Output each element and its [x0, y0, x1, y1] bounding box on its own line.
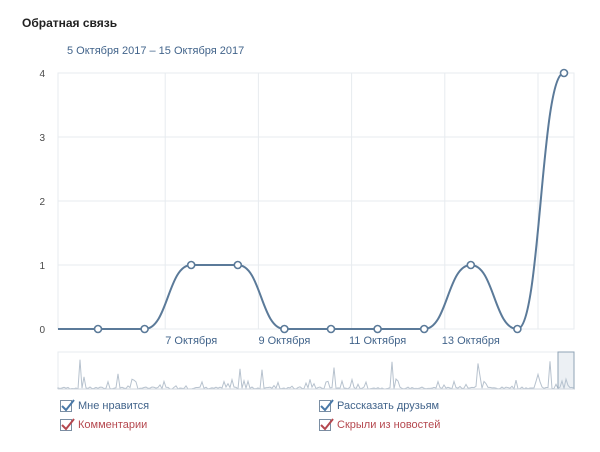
- x-tick-label: 9 Октября: [258, 335, 310, 347]
- x-tick-label: 11 Октября: [349, 335, 406, 347]
- section-title: Обратная связь: [22, 16, 118, 30]
- legend-item-share[interactable]: Рассказать друзьям: [319, 399, 440, 412]
- range-navigator[interactable]: [57, 351, 575, 391]
- grid: [57, 72, 575, 330]
- data-point[interactable]: [186, 260, 196, 270]
- y-tick-label: 3: [39, 133, 45, 144]
- data-points[interactable]: [93, 68, 569, 334]
- checkbox-comments[interactable]: [60, 418, 75, 431]
- check-icon: [61, 399, 75, 412]
- check-icon: [320, 418, 334, 431]
- y-tick-label: 2: [39, 197, 45, 208]
- data-point[interactable]: [280, 324, 289, 334]
- x-tick-label: 13 Октября: [442, 335, 500, 347]
- check-icon: [61, 418, 75, 431]
- y-tick-label: 0: [39, 325, 45, 336]
- checkbox-share[interactable]: [319, 399, 334, 412]
- data-point[interactable]: [326, 324, 336, 334]
- date-range[interactable]: 5 Октября 2017 – 15 Октября 2017: [67, 45, 245, 57]
- legend-label-comments: Комментарии: [78, 419, 148, 431]
- legend-item-likes[interactable]: Мне нравится: [60, 399, 150, 412]
- navigator-selection[interactable]: [557, 351, 575, 390]
- legend-item-comments[interactable]: Комментарии: [60, 418, 148, 431]
- checkbox-likes[interactable]: [60, 399, 75, 412]
- y-tick-label: 1: [39, 261, 45, 272]
- legend-label-likes: Мне нравится: [78, 400, 150, 412]
- legend-label-share: Рассказать друзьям: [337, 400, 440, 412]
- data-point[interactable]: [373, 324, 382, 334]
- data-point[interactable]: [513, 324, 522, 334]
- checkbox-hidden[interactable]: [319, 418, 334, 431]
- legend-item-hidden[interactable]: Скрыли из новостей: [319, 418, 441, 431]
- data-point[interactable]: [559, 68, 569, 78]
- legend-label-hidden: Скрыли из новостей: [337, 419, 441, 431]
- data-point[interactable]: [233, 260, 243, 270]
- x-tick-label: 7 Октября: [165, 335, 217, 347]
- data-point[interactable]: [419, 324, 429, 334]
- y-tick-label: 4: [39, 69, 45, 80]
- y-axis: 0 1 2 3 4: [39, 69, 45, 336]
- data-point[interactable]: [93, 324, 103, 334]
- check-icon: [320, 399, 334, 412]
- x-axis: 7 Октября 9 Октября 11 Октября 13 Октября: [165, 335, 500, 347]
- data-point[interactable]: [466, 260, 476, 270]
- navigator-frame: [57, 351, 575, 390]
- data-point[interactable]: [140, 324, 149, 334]
